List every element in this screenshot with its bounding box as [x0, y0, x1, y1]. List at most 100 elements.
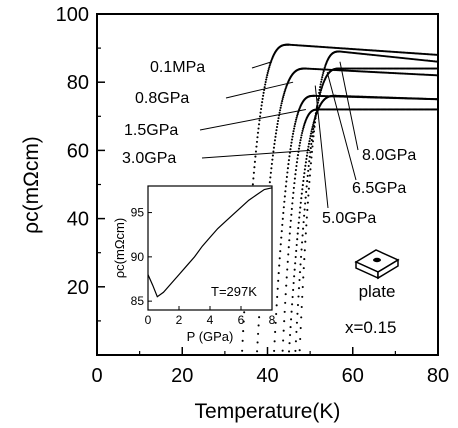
data-point [290, 138, 294, 141]
data-point [295, 118, 298, 121]
data-point [301, 188, 304, 191]
data-point [303, 208, 306, 211]
data-point [301, 295, 304, 298]
data-point [287, 246, 290, 249]
data-point [296, 303, 300, 307]
data-point [289, 144, 293, 147]
data-point [305, 185, 308, 188]
data-point [304, 232, 307, 235]
data-point [251, 183, 254, 186]
data-point [297, 147, 301, 150]
data-point [269, 176, 272, 179]
data-point [294, 120, 297, 123]
data-point [294, 168, 297, 172]
data-point [241, 339, 244, 342]
data-point [308, 140, 311, 143]
data-point [259, 111, 262, 114]
data-point [323, 68, 326, 71]
y-tick-label: 20 [67, 277, 89, 299]
series-3.0GPa [281, 108, 439, 352]
data-point [284, 301, 287, 304]
series-5.0GPa [287, 94, 439, 353]
data-point [311, 125, 314, 129]
data-point [273, 139, 277, 142]
leader-line [314, 85, 329, 209]
data-point [293, 127, 296, 130]
data-point [297, 295, 300, 298]
data-point [266, 74, 269, 77]
data-point [267, 68, 270, 71]
data-point [285, 180, 288, 183]
x-tick-label: 0 [91, 365, 102, 387]
data-point [279, 106, 282, 109]
inset-x-tick-label: 8 [269, 313, 276, 327]
data-point [315, 112, 318, 116]
data-point [299, 201, 302, 204]
data-point [269, 171, 272, 174]
data-point [288, 232, 291, 235]
data-point [298, 211, 301, 214]
data-point [289, 333, 292, 337]
data-point [304, 196, 307, 199]
series-labels: 0.1MPa 0.8GPa 1.5GPa 3.0GPa 5.0GPa 6.5GPa 8.0G… [122, 59, 416, 227]
data-point [299, 206, 302, 209]
data-point [300, 192, 303, 195]
data-point [243, 311, 246, 314]
y-tick-label: 60 [67, 140, 89, 162]
data-point [281, 217, 284, 220]
data-point [304, 161, 307, 164]
data-point [256, 350, 259, 353]
data-point [277, 117, 280, 120]
data-point [287, 159, 290, 162]
composition-label: x=0.15 [345, 318, 397, 337]
data-point [293, 268, 296, 271]
data-point [313, 121, 317, 124]
data-point [278, 257, 281, 260]
data-point [294, 255, 297, 259]
data-point [279, 109, 282, 112]
data-point [290, 318, 293, 321]
inset-x-title: P (GPa) [187, 329, 234, 344]
data-point [291, 296, 294, 299]
data-point [281, 223, 284, 226]
data-point [283, 92, 286, 95]
data-point [310, 142, 313, 146]
data-point [300, 248, 303, 251]
data-point [289, 219, 292, 222]
data-point [302, 227, 305, 230]
data-point [256, 341, 259, 344]
data-point [268, 181, 271, 184]
inset-tick-labels: 0 2 4 6 8 85 90 95 [131, 206, 276, 327]
data-point [309, 132, 313, 135]
data-point [305, 154, 308, 157]
data-point [302, 276, 305, 279]
data-point [274, 132, 278, 135]
data-point [281, 100, 284, 103]
data-point [257, 324, 260, 327]
data-point [296, 157, 299, 160]
inset-line [147, 187, 273, 298]
sample-label: plate [359, 282, 396, 301]
data-point [299, 327, 302, 330]
data-point [262, 91, 265, 94]
data-point [286, 167, 289, 170]
data-point [296, 114, 299, 117]
data-point [299, 139, 302, 142]
data-point [284, 185, 287, 188]
data-point [267, 69, 270, 73]
data-point [258, 316, 261, 319]
data-point [272, 150, 275, 153]
inset-x-tick-label: 0 [145, 313, 152, 327]
inset-x-tick-label: 2 [176, 313, 183, 327]
data-point [255, 145, 258, 148]
data-point [295, 321, 299, 324]
data-point [294, 340, 297, 343]
data-point [275, 125, 279, 129]
data-point [296, 312, 299, 315]
data-point [299, 337, 302, 341]
data-point [287, 350, 291, 353]
leader-line [225, 81, 294, 99]
data-point [263, 86, 266, 89]
data-point [290, 207, 293, 211]
data-point [271, 154, 274, 157]
